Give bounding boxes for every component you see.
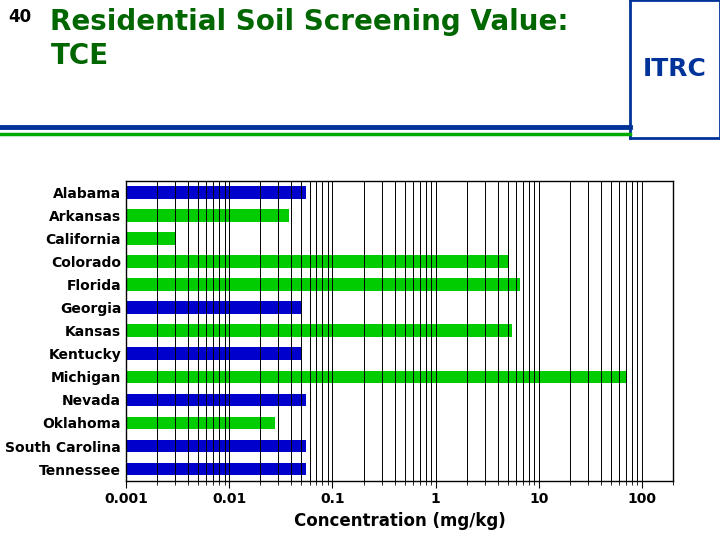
Text: 40: 40 <box>9 8 32 26</box>
Bar <box>0 255 508 268</box>
Text: ITRC: ITRC <box>643 57 707 81</box>
Bar <box>0 301 302 314</box>
Bar <box>0 278 520 291</box>
Bar <box>0 370 626 383</box>
Bar <box>0 347 302 360</box>
Text: Residential Soil Screening Value:
TCE: Residential Soil Screening Value: TCE <box>50 8 569 70</box>
X-axis label: Concentration (mg/kg): Concentration (mg/kg) <box>294 512 505 530</box>
Bar <box>0 325 512 337</box>
Bar <box>0 440 306 453</box>
Bar <box>0 209 289 222</box>
Bar <box>0 232 175 245</box>
Bar <box>0 394 306 406</box>
Bar <box>0 186 306 199</box>
Bar <box>0 417 275 429</box>
Bar <box>0 463 306 475</box>
